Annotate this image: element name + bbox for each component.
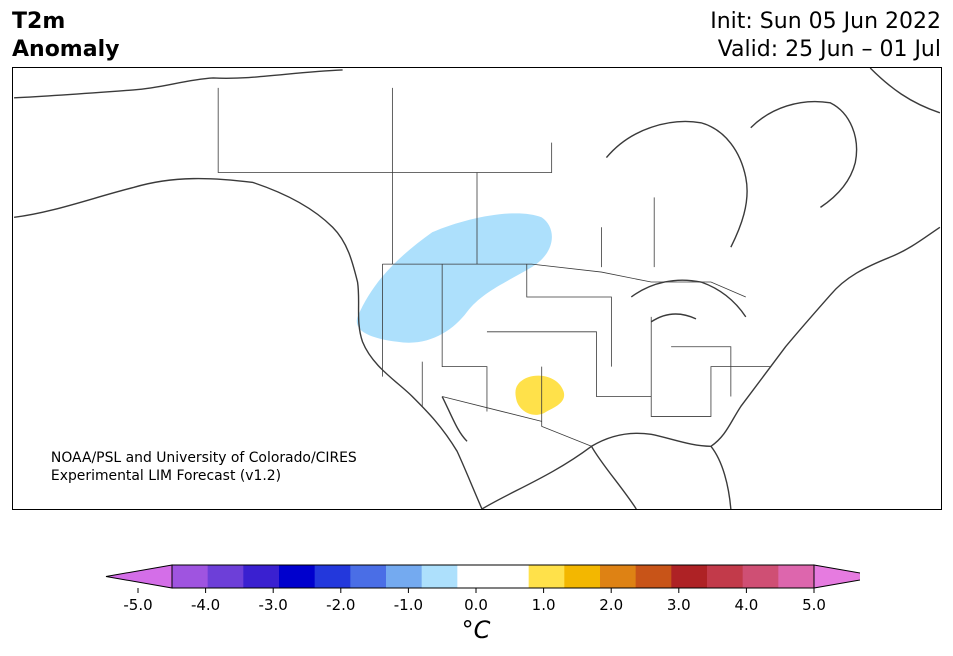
colorbar-unit-label: °C: [462, 616, 491, 644]
credit-line-2: Experimental LIM Forecast (v1.2): [51, 468, 281, 484]
colorbar-tick-label: 5.0: [802, 596, 826, 614]
colorbar-tick-label: -5.0: [123, 596, 152, 614]
credit-line-1: NOAA/PSL and University of Colorado/CIRE…: [51, 450, 357, 466]
forecast-dates: Init: Sun 05 Jun 2022 Valid: 25 Jun – 01…: [710, 8, 941, 64]
colorbar-tick-label: 0.0: [464, 596, 488, 614]
anomaly-map: NOAA/PSL and University of Colorado/CIRE…: [12, 67, 942, 510]
colorbar-cell: [564, 565, 601, 588]
colorbar-cell: [707, 565, 744, 588]
warm-anomaly-southwest: [515, 375, 565, 415]
colorbar-cell: [600, 565, 637, 588]
cool-anomaly-northwest: [356, 213, 552, 343]
coastlines: [14, 68, 941, 509]
valid-date: Valid: 25 Jun – 01 Jul: [717, 37, 941, 62]
map-title: T2m Anomaly: [12, 8, 119, 64]
colorbar-tick-label: -4.0: [191, 596, 220, 614]
colorbar-cell: [742, 565, 779, 588]
colorbar-cells: [172, 565, 815, 588]
political-borders: [217, 87, 771, 447]
colorbar-tick-label: 2.0: [599, 596, 623, 614]
colorbar-tick-label: -3.0: [259, 596, 288, 614]
title-line-1: T2m: [12, 9, 66, 34]
colorbar-tick-label: 4.0: [734, 596, 758, 614]
colorbar-cell: [493, 565, 530, 588]
colorbar-low-extension: [105, 564, 173, 589]
colorbar-high-extension: [813, 564, 860, 589]
colorbar-cell: [243, 565, 280, 588]
colorbar-tick-label: 3.0: [667, 596, 691, 614]
colorbar-tick-label: 1.0: [532, 596, 556, 614]
colorbar-cell: [207, 565, 244, 588]
colorbar-frame: [171, 564, 815, 589]
colorbar-cell: [671, 565, 708, 588]
colorbar-cell: [635, 565, 672, 588]
colorbar-cell: [172, 565, 209, 588]
colorbar-tick-label: -2.0: [326, 596, 355, 614]
colorbar-cell: [386, 565, 423, 588]
colorbar-cell: [457, 565, 494, 588]
colorbar: -5.0 -4.0 -3.0 -2.0 -1.0 0.0 1.0 2.0 3.0 4.0 5.0 °…: [105, 564, 860, 644]
init-date: Init: Sun 05 Jun 2022: [710, 9, 941, 34]
colorbar-tick-label: -1.0: [394, 596, 423, 614]
title-line-2: Anomaly: [12, 37, 120, 62]
colorbar-cell: [778, 565, 815, 588]
colorbar-cell: [350, 565, 387, 588]
colorbar-cell: [421, 565, 458, 588]
colorbar-cell: [528, 565, 565, 588]
colorbar-ticks: -5.0 -4.0 -3.0 -2.0 -1.0 0.0 1.0 2.0 3.0 4.0 5.0: [123, 588, 826, 614]
colorbar-cell: [314, 565, 351, 588]
colorbar-cell: [279, 565, 316, 588]
